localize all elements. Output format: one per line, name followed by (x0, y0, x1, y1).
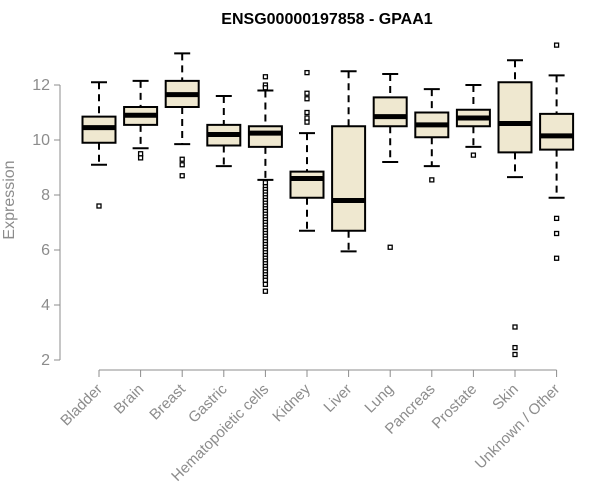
outlier-point (304, 69, 310, 76)
outlier-point (470, 152, 477, 158)
iqr-box (289, 170, 325, 199)
x-tick-label: Lung (361, 381, 397, 417)
iqr-box (497, 81, 533, 154)
outlier-point (179, 162, 185, 168)
outlier-point (262, 85, 269, 91)
outlier-point (304, 90, 310, 96)
outlier-point (179, 173, 185, 179)
outlier-point (137, 151, 144, 157)
x-tick-label: Bladder (57, 381, 106, 430)
iqr-box (539, 112, 575, 151)
outlier-point (137, 155, 144, 161)
outlier-point (262, 281, 269, 288)
box-prostate (455, 84, 491, 158)
y-tick-label: 12 (32, 77, 50, 94)
x-tick-label: Skin (489, 381, 522, 414)
boxes (81, 42, 575, 358)
outlier-point (512, 324, 518, 330)
x-tick-label: Prostate (429, 381, 481, 433)
outlier-point (512, 344, 518, 351)
box-lung (372, 73, 408, 250)
box-breast (164, 52, 200, 179)
box-hematopoietic-cells (247, 74, 283, 294)
outlier-point (262, 74, 269, 80)
outlier-point (512, 351, 518, 358)
outlier-point (553, 230, 560, 237)
outlier-point (304, 96, 310, 102)
outlier-point (387, 244, 393, 250)
outlier-point (304, 119, 310, 125)
outlier-point (179, 156, 185, 162)
box-liver (331, 70, 367, 253)
box-bladder (81, 81, 117, 209)
box-unknown-other (539, 42, 575, 261)
iqr-box (372, 96, 408, 128)
chart-title: ENSG00000197858 - GPAA1 (221, 11, 432, 28)
y-axis-label: Expression (1, 160, 18, 239)
outlier-point (553, 215, 560, 222)
x-tick-label: Kidney (269, 380, 314, 425)
y-tick-label: 2 (41, 352, 50, 369)
box-gastric (206, 95, 242, 168)
iqr-box (331, 125, 367, 232)
outlier-point (262, 288, 269, 294)
outlier-point (304, 109, 310, 116)
outlier-point (553, 255, 560, 261)
y-tick-label: 4 (41, 297, 50, 314)
outlier-point (553, 42, 560, 48)
box-brain (123, 79, 159, 161)
x-tick-label: Liver (320, 381, 355, 416)
box-pancreas (414, 88, 450, 183)
box-kidney (289, 69, 325, 232)
box-skin (497, 59, 533, 358)
iqr-box (247, 125, 283, 148)
y-tick-label: 6 (41, 242, 50, 259)
y-tick-label: 10 (32, 132, 50, 149)
outlier-point (262, 277, 269, 283)
x-tick-label: Brain (111, 381, 148, 418)
outlier-point (96, 203, 102, 209)
outlier-point (262, 179, 269, 186)
outlier-point (304, 115, 310, 121)
outlier-point (429, 177, 435, 183)
x-tick-label: Breast (146, 380, 189, 423)
y-tick-label: 8 (41, 187, 50, 204)
